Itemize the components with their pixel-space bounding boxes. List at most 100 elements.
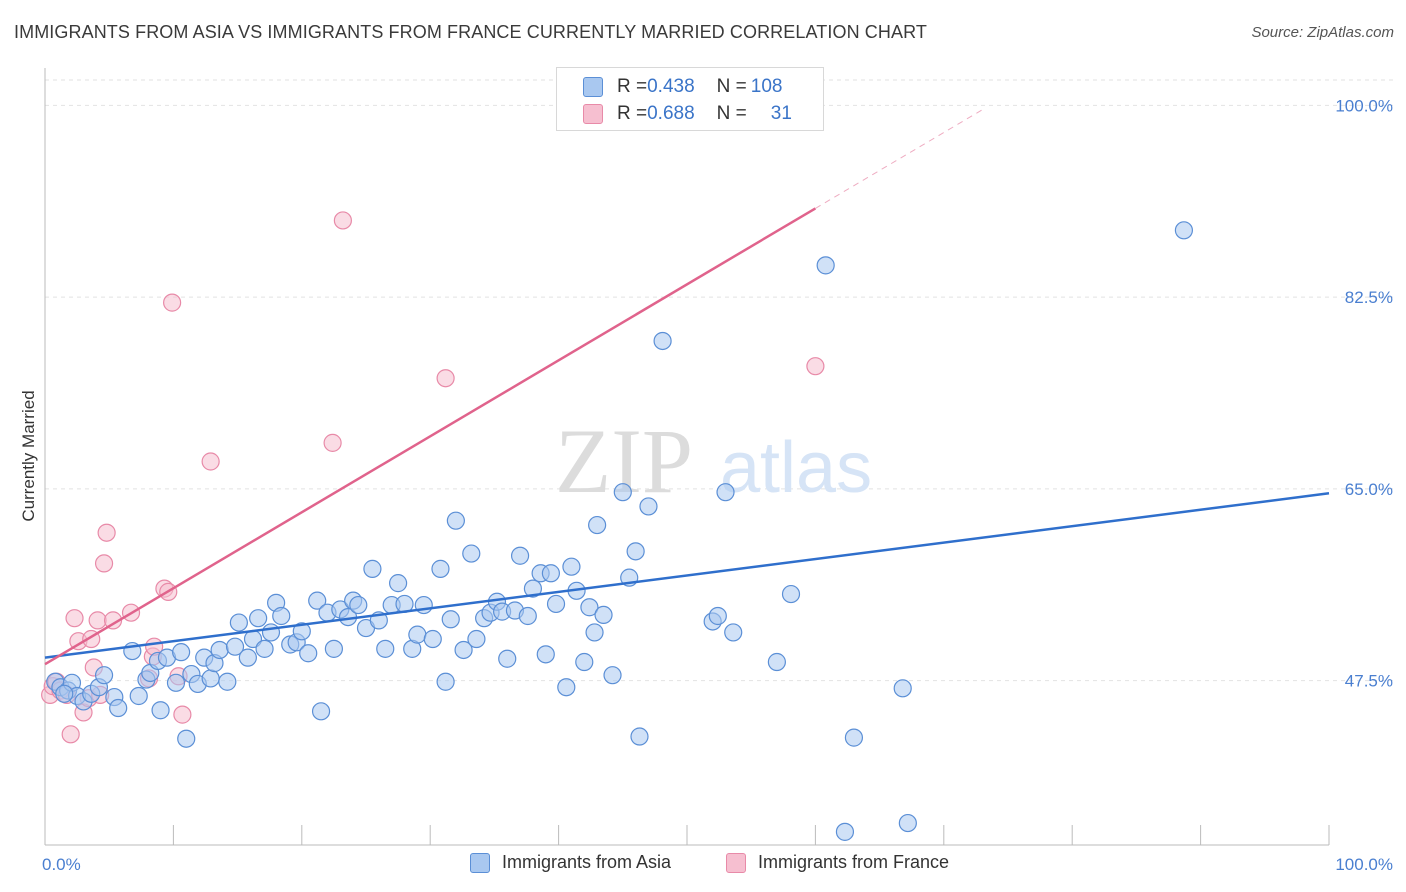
point-asia (454, 640, 473, 660)
point-asia (767, 652, 786, 672)
point-asia (781, 584, 801, 604)
bottom-legend-france: Immigrants from France (726, 852, 949, 873)
points-asia (46, 221, 1194, 841)
bottom-legend-swatch-france (726, 852, 746, 873)
point-asia (129, 686, 148, 706)
point-asia (893, 679, 912, 698)
point-france (436, 369, 455, 388)
point-asia (510, 546, 530, 565)
y-tick-label: 100.0% (1335, 96, 1393, 115)
point-asia (109, 698, 128, 718)
point-asia (708, 606, 727, 626)
bottom-legend-label-asia: Immigrants from Asia (502, 852, 672, 872)
point-asia (898, 813, 917, 833)
legend-row-asia: R = 0.438 N = 108 (583, 74, 782, 100)
source-credit: Source: ZipAtlas.com (1251, 24, 1394, 41)
bottom-legend-label-france: Immigrants from France (758, 852, 950, 872)
point-asia (431, 559, 450, 578)
point-asia (441, 610, 460, 629)
legend-r-value-france: 0.688 (647, 103, 695, 124)
point-asia (308, 591, 327, 610)
chart-title: IMMIGRANTS FROM ASIA VS IMMIGRANTS FROM … (14, 22, 927, 42)
legend-r-label-asia: R = (617, 76, 648, 97)
point-asia (835, 822, 855, 841)
trend-line-france (44, 207, 817, 666)
axes (44, 68, 1330, 846)
point-france (163, 293, 182, 312)
point-asia (225, 637, 245, 656)
point-asia (498, 649, 517, 668)
legend-n-value-asia: 108 (750, 76, 783, 97)
point-france (88, 611, 107, 630)
point-asia (218, 672, 237, 691)
point-france (173, 705, 192, 724)
legend-r-value-asia: 0.438 (647, 76, 695, 97)
point-asia (423, 629, 442, 649)
point-asia (151, 701, 170, 720)
y-tick-label: 82.5% (1345, 288, 1393, 307)
point-france (333, 211, 352, 230)
point-asia (594, 605, 613, 625)
point-asia (94, 666, 114, 685)
point-france (103, 611, 123, 630)
point-asia (580, 598, 599, 617)
x-tick-label-max: 100.0% (1335, 855, 1393, 874)
point-asia (446, 511, 465, 530)
point-asia (630, 727, 649, 746)
point-france (323, 433, 342, 452)
point-asia (613, 483, 632, 502)
legend-swatch-asia (583, 77, 603, 97)
point-asia (462, 544, 481, 563)
point-france (201, 452, 220, 471)
point-asia (639, 497, 658, 516)
point-asia (724, 623, 743, 642)
point-asia (816, 256, 835, 275)
bottom-legend-swatch-asia (470, 852, 490, 873)
point-asia (467, 629, 486, 649)
point-asia (626, 542, 645, 561)
legend-n-value-france: 31 (770, 103, 792, 124)
legend-n-label-france: N = (716, 103, 747, 124)
point-asia (518, 606, 537, 626)
point-france (94, 554, 114, 573)
point-asia (255, 639, 274, 658)
point-asia (653, 331, 672, 351)
point-france (97, 523, 116, 542)
point-asia (575, 652, 594, 672)
point-asia (299, 644, 318, 663)
point-france (65, 609, 84, 628)
legend: R = 0.438 N = 108 R = 0.688 N = 31 (556, 67, 824, 131)
legend-r-label-france: R = (617, 103, 648, 124)
point-asia (546, 594, 566, 614)
point-asia (557, 678, 576, 697)
point-asia (229, 613, 248, 632)
point-asia (210, 640, 229, 660)
tick-labels: 100.0% 82.5% 65.0% 47.5% 0.0% 100.0% (42, 96, 1393, 874)
point-asia (324, 639, 343, 658)
legend-swatch-france (583, 104, 603, 124)
point-asia (292, 622, 311, 641)
point-asia (311, 702, 331, 721)
y-tick-label: 65.0% (1345, 480, 1393, 499)
trend-line-france-extension (815, 109, 983, 209)
point-asia (376, 639, 395, 658)
point-asia (55, 684, 74, 703)
grid-lines (45, 79, 1395, 682)
trend-lines (44, 109, 1330, 666)
point-asia (562, 557, 581, 576)
point-asia (249, 609, 268, 628)
watermark: ZIP atlas (555, 410, 872, 512)
point-asia (536, 645, 555, 664)
bottom-legend-asia: Immigrants from Asia (470, 852, 671, 873)
point-asia (523, 579, 543, 598)
point-asia (408, 625, 427, 644)
point-france (806, 357, 825, 376)
point-asia (272, 606, 291, 626)
point-france (61, 725, 80, 744)
y-axis-label: Currently Married (19, 390, 38, 521)
point-asia (844, 728, 864, 747)
point-asia (363, 559, 382, 578)
trend-line-asia (44, 492, 1330, 659)
point-asia (261, 623, 281, 642)
